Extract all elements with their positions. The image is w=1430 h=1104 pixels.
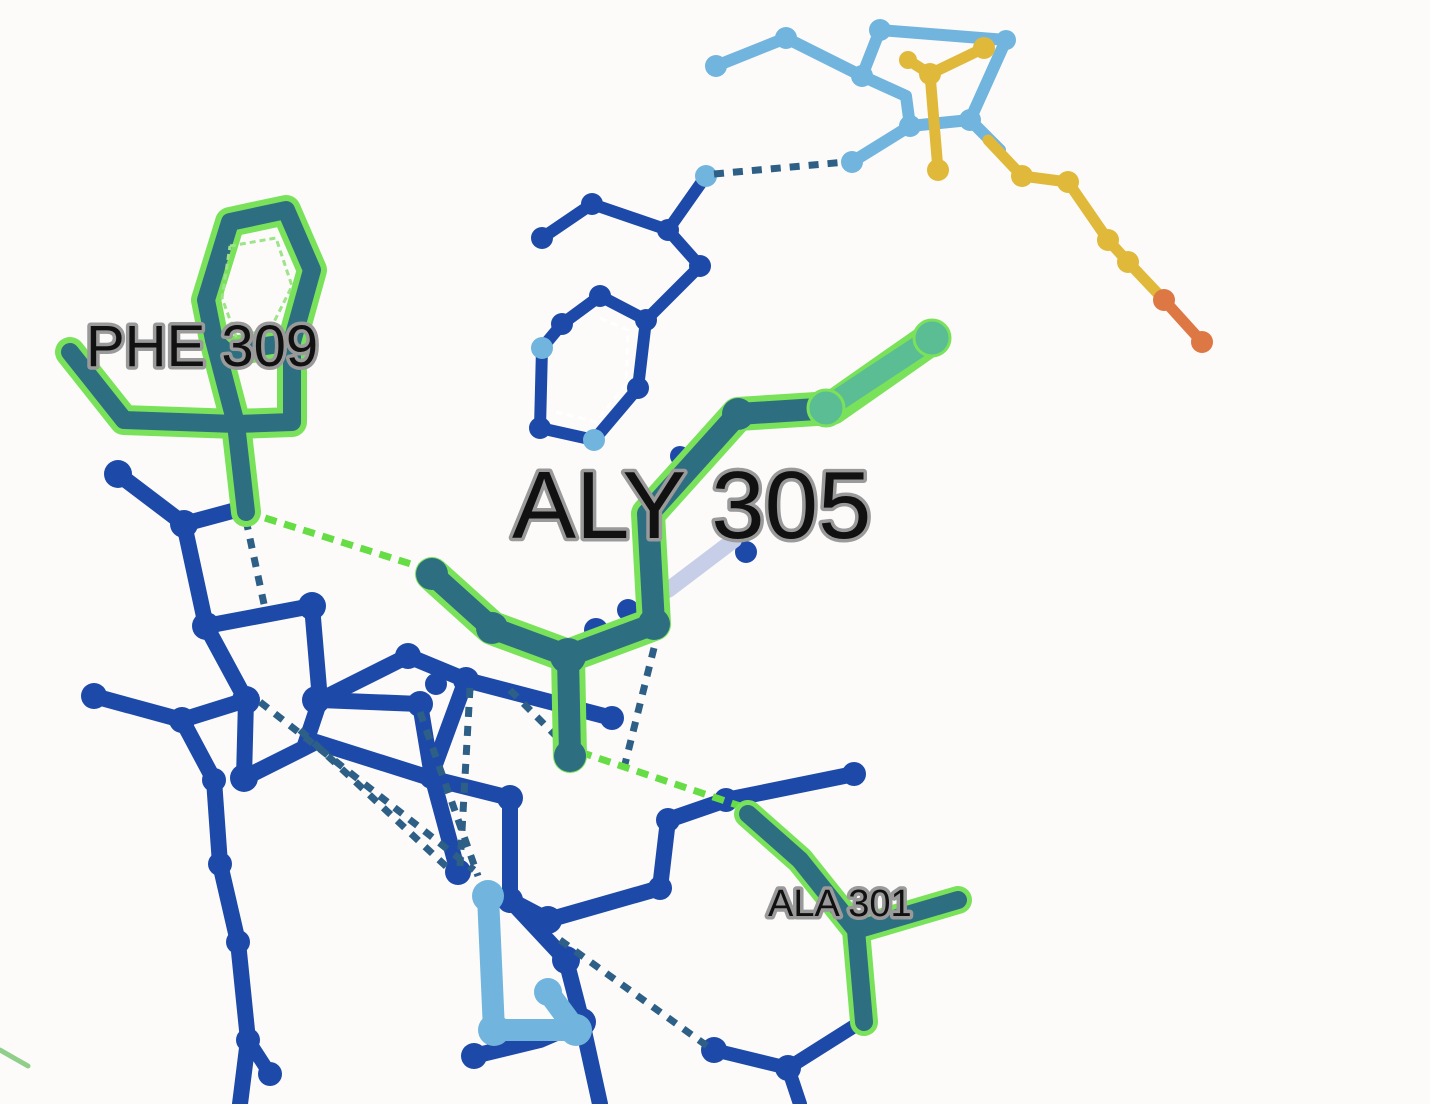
hydrogen-bonds <box>242 158 847 1051</box>
backbone-left <box>81 446 876 1104</box>
label-ala301: ALA 301 <box>768 883 912 925</box>
top-residue-light <box>705 19 1016 173</box>
ligand-chain <box>899 37 1213 353</box>
label-aly305: ALY 305 <box>512 452 871 559</box>
residue-ala301[interactable] <box>734 800 972 1036</box>
bottom-residue-light <box>472 880 592 1046</box>
residue-aly305[interactable] <box>415 318 952 773</box>
his-residue <box>529 165 717 451</box>
offscreen-bond <box>0 1047 31 1069</box>
residue-phe309[interactable] <box>55 195 327 527</box>
label-phe309: PHE 309 <box>86 314 318 379</box>
